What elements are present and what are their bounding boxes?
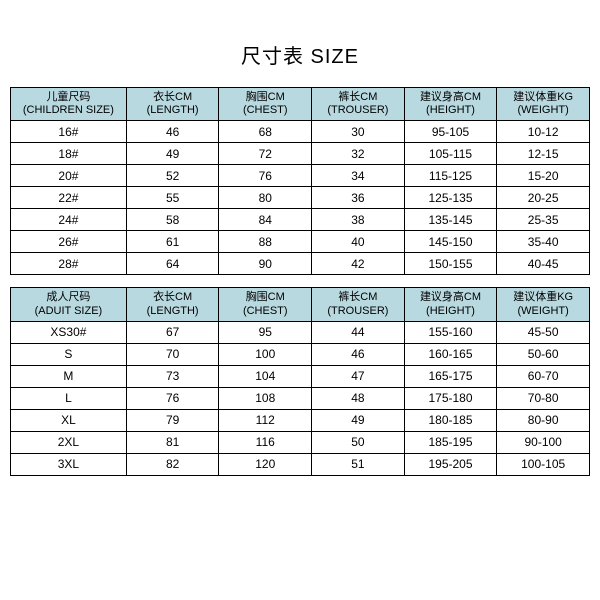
table-row: 20#527634115-12515-20 bbox=[11, 165, 590, 187]
col-trouser: 裤长CM(TROUSER) bbox=[312, 88, 405, 121]
table-row: 16#46683095-10510-12 bbox=[11, 121, 590, 143]
table-row: 2XL8111650185-19590-100 bbox=[11, 431, 590, 453]
children-header-row: 儿童尺码(CHILDREN SIZE) 衣长CM(LENGTH) 胸围CM(CH… bbox=[11, 88, 590, 121]
table-gap bbox=[10, 275, 590, 287]
table-row: 26#618840145-15035-40 bbox=[11, 231, 590, 253]
col-chest: 胸围CM(CHEST) bbox=[219, 288, 312, 321]
table-row: 3XL8212051195-205100-105 bbox=[11, 453, 590, 475]
table-row: S7010046160-16550-60 bbox=[11, 343, 590, 365]
col-length: 衣长CM(LENGTH) bbox=[126, 88, 219, 121]
col-height: 建议身高CM(HEIGHT) bbox=[404, 288, 497, 321]
table-row: M7310447165-17560-70 bbox=[11, 365, 590, 387]
col-height: 建议身高CM(HEIGHT) bbox=[404, 88, 497, 121]
col-chest: 胸围CM(CHEST) bbox=[219, 88, 312, 121]
table-row: XL7911249180-18580-90 bbox=[11, 409, 590, 431]
chart-title: 尺寸表 SIZE bbox=[10, 40, 590, 69]
table-row: 28#649042150-15540-45 bbox=[11, 253, 590, 275]
children-size-table: 儿童尺码(CHILDREN SIZE) 衣长CM(LENGTH) 胸围CM(CH… bbox=[10, 87, 590, 275]
col-weight: 建议体重KG(WEIGHT) bbox=[497, 88, 590, 121]
table-row: L7610848175-18070-80 bbox=[11, 387, 590, 409]
table-row: 22#558036125-13520-25 bbox=[11, 187, 590, 209]
adult-header-row: 成人尺码(ADUIT SIZE) 衣长CM(LENGTH) 胸围CM(CHEST… bbox=[11, 288, 590, 321]
col-weight: 建议体重KG(WEIGHT) bbox=[497, 288, 590, 321]
col-trouser: 裤长CM(TROUSER) bbox=[312, 288, 405, 321]
col-length: 衣长CM(LENGTH) bbox=[126, 288, 219, 321]
table-row: 18#497232105-11512-15 bbox=[11, 143, 590, 165]
size-chart-sheet: 尺寸表 SIZE 儿童尺码(CHILDREN SIZE) 衣长CM(LENGTH… bbox=[0, 0, 600, 486]
col-adult-size: 成人尺码(ADUIT SIZE) bbox=[11, 288, 127, 321]
table-row: XS30#679544155-16045-50 bbox=[11, 321, 590, 343]
adult-size-table: 成人尺码(ADUIT SIZE) 衣长CM(LENGTH) 胸围CM(CHEST… bbox=[10, 287, 590, 475]
table-row: 24#588438135-14525-35 bbox=[11, 209, 590, 231]
col-children-size: 儿童尺码(CHILDREN SIZE) bbox=[11, 88, 127, 121]
